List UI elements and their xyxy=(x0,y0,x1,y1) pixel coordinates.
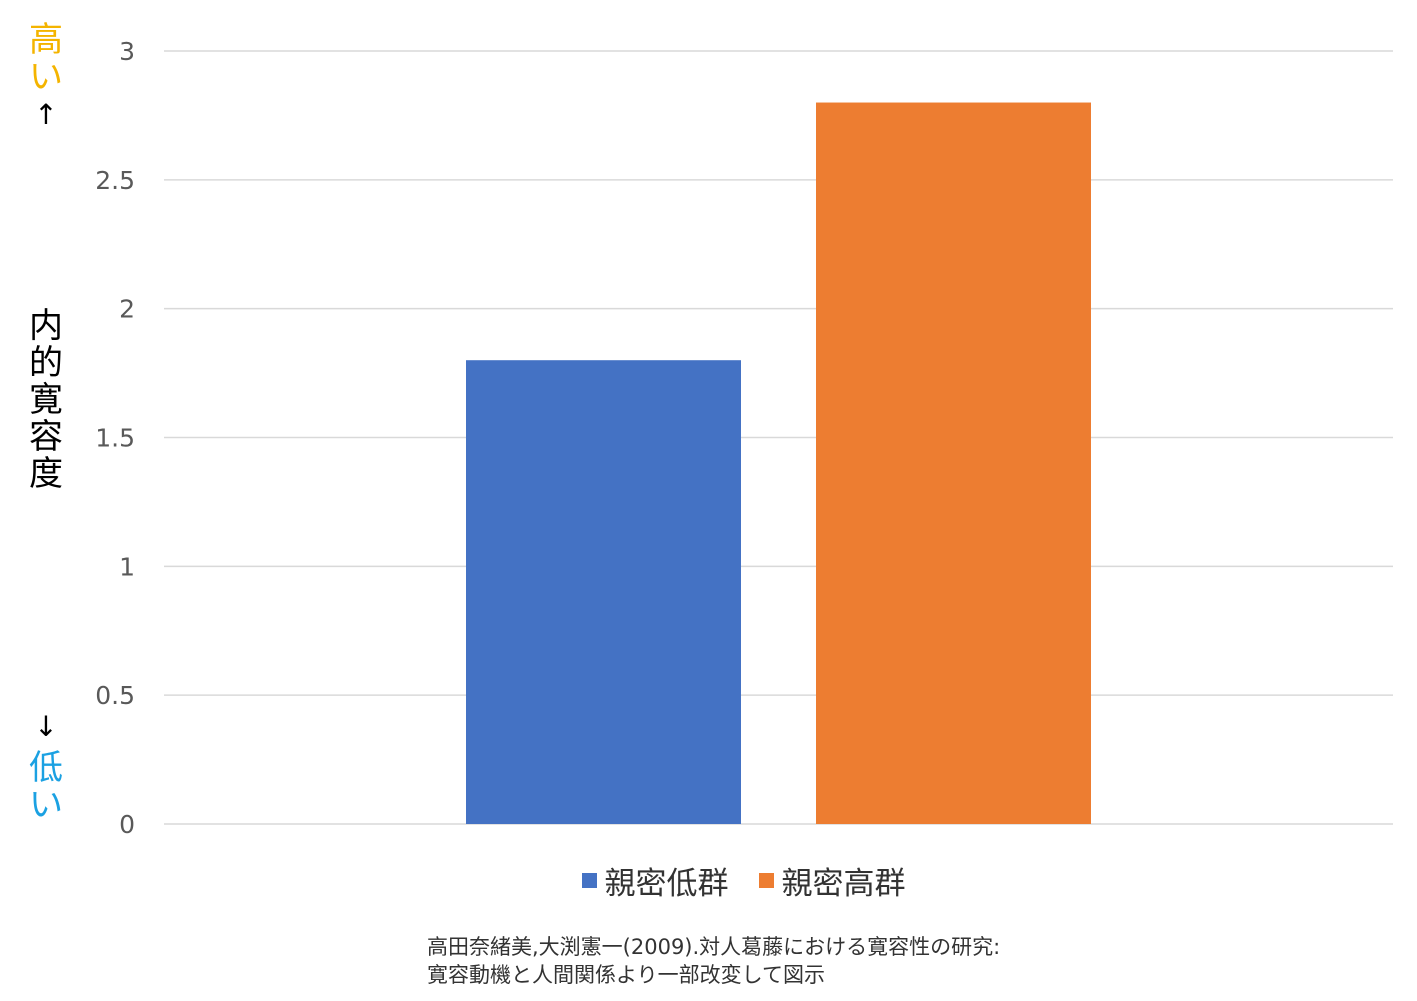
source-line-2: 寛容動機と人間関係より一部改変して図示 xyxy=(427,963,825,987)
bar-low-intimacy xyxy=(466,360,741,824)
legend-label-low: 親密低群 xyxy=(604,866,729,902)
legend-label-high: 親密高群 xyxy=(781,866,906,902)
up-arrow-icon: ↑ xyxy=(34,98,58,131)
y-tick-label: 2 xyxy=(119,295,135,324)
y-tick-label: 0 xyxy=(119,810,135,839)
legend-item-high: 親密高群 xyxy=(758,858,906,903)
down-arrow-icon: ↓ xyxy=(34,710,58,743)
y-tick-label: 1.5 xyxy=(95,424,135,453)
legend: 親密低群 親密高群 xyxy=(0,858,1417,903)
source-line-1: 高田奈緒美,大渕憲一(2009).対人葛藤における寛容性の研究: xyxy=(427,935,1001,959)
bar-high-intimacy xyxy=(816,102,1091,825)
bars xyxy=(466,102,1091,825)
source-citation: 高田奈緒美,大渕憲一(2009).対人葛藤における寛容性の研究: 寛容動機と人間… xyxy=(427,933,1000,989)
y-axis-low-label: 低 い xyxy=(29,748,63,825)
y-tick-labels: 0 0.5 1 1.5 2 2.5 3 xyxy=(95,37,135,839)
legend-swatch-low xyxy=(581,873,597,888)
legend-swatch-high xyxy=(758,873,774,888)
y-tick-label: 3 xyxy=(119,37,135,66)
gridlines xyxy=(164,50,1393,825)
y-tick-label: 0.5 xyxy=(95,681,135,710)
y-tick-label: 1 xyxy=(119,552,135,581)
y-axis-title: 内 的 寛 容 度 xyxy=(29,306,63,494)
legend-item-low: 親密低群 xyxy=(581,858,729,903)
y-tick-label: 2.5 xyxy=(95,166,135,195)
y-axis-high-label: 高 い xyxy=(29,20,63,97)
